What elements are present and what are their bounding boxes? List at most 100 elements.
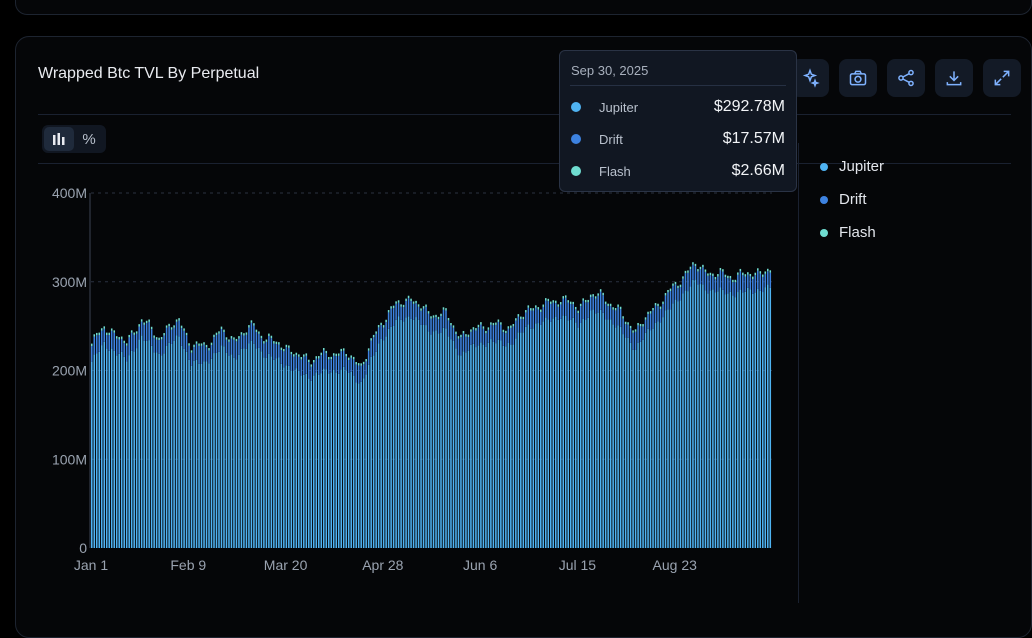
bar-flash <box>138 324 140 327</box>
bar-drift <box>694 266 697 280</box>
bar-flash <box>410 298 412 302</box>
bar-drift <box>729 278 732 292</box>
bar-jupiter <box>567 320 569 548</box>
bar-drift <box>195 343 198 360</box>
bar-jupiter <box>198 363 200 548</box>
bar-jupiter <box>203 361 205 548</box>
bar-drift <box>689 269 692 287</box>
bar-jupiter <box>285 365 288 548</box>
bar-drift <box>105 335 108 349</box>
bar-jupiter <box>315 372 318 548</box>
bar-flash <box>120 336 123 339</box>
bar-flash <box>644 317 647 320</box>
bar-flash <box>168 323 170 327</box>
legend-dot <box>820 162 828 171</box>
percent-view-button[interactable]: % <box>82 130 96 148</box>
bar-flash <box>345 353 347 357</box>
bar-flash <box>288 345 290 348</box>
bar-flash <box>540 309 542 312</box>
expand-icon[interactable] <box>983 59 1021 97</box>
bar-jupiter <box>125 361 128 548</box>
bar-jupiter <box>225 352 228 548</box>
tooltip-dot <box>571 134 581 144</box>
legend-item-jupiter[interactable]: Jupiter <box>820 150 884 183</box>
bar-jupiter <box>255 348 258 548</box>
bar-flash <box>564 295 567 298</box>
camera-icon[interactable] <box>839 59 877 97</box>
bar-flash <box>313 360 315 363</box>
bar-jupiter <box>300 375 303 548</box>
download-icon[interactable] <box>935 59 973 97</box>
bar-jupiter <box>140 335 143 548</box>
chart-title: Wrapped Btc TVL By Perpetual <box>38 65 260 82</box>
bar-drift <box>322 350 325 369</box>
bar-jupiter <box>564 315 567 548</box>
bar-jupiter <box>308 378 310 548</box>
bar-jupiter <box>270 356 273 548</box>
bar-flash <box>532 308 535 311</box>
bar-flash <box>260 335 263 339</box>
bar-drift <box>342 350 345 367</box>
bar-drift <box>165 327 168 346</box>
bar-jupiter <box>744 291 747 548</box>
bar-drift <box>654 305 657 323</box>
bar-jupiter <box>497 339 500 548</box>
bar-jupiter <box>322 368 325 548</box>
bar-jupiter <box>704 290 707 548</box>
bar-drift <box>130 332 133 351</box>
bar-jupiter <box>168 342 170 548</box>
bar-flash <box>103 326 106 329</box>
bar-jupiter <box>290 370 293 548</box>
bar-flash <box>135 331 138 334</box>
bar-drift <box>589 297 592 311</box>
bar-drift <box>173 327 175 341</box>
bar-drift <box>505 333 507 347</box>
bar-jupiter <box>250 340 253 548</box>
sparkle-icon[interactable] <box>791 59 829 97</box>
share-icon[interactable] <box>887 59 925 97</box>
bar-flash <box>295 352 298 356</box>
bar-drift <box>133 334 135 352</box>
bar-flash <box>639 323 642 327</box>
bar-flash <box>243 333 245 336</box>
bar-drift <box>365 361 367 375</box>
bar-view-button[interactable] <box>44 127 74 151</box>
x-tick-label: Aug 23 <box>653 557 698 573</box>
bar-drift <box>624 324 627 338</box>
bar-drift <box>714 279 717 293</box>
y-tick-label: 0 <box>79 540 87 556</box>
bar-flash <box>382 325 385 328</box>
bar-flash <box>412 301 415 304</box>
bar-flash <box>210 342 213 346</box>
bar-drift <box>470 331 472 345</box>
bar-flash <box>165 325 168 328</box>
bar-flash <box>170 327 173 330</box>
bar-flash <box>702 264 704 268</box>
bar-jupiter <box>420 324 422 548</box>
legend-item-drift[interactable]: Drift <box>820 183 884 216</box>
bar-jupiter <box>707 293 709 548</box>
bar-drift <box>557 306 560 320</box>
bar-flash <box>707 273 709 276</box>
bar-jupiter <box>507 342 510 548</box>
legend-label: Jupiter <box>839 158 885 175</box>
bar-flash <box>305 353 308 356</box>
bar-flash <box>567 300 569 303</box>
bar-jupiter <box>612 324 614 548</box>
bar-flash <box>602 292 604 296</box>
bar-jupiter <box>722 289 724 548</box>
bar-drift <box>584 302 587 321</box>
bar-flash <box>308 359 310 363</box>
bar-flash <box>250 320 253 323</box>
bar-flash <box>510 325 512 328</box>
legend-item-flash[interactable]: Flash <box>820 216 884 249</box>
bar-drift <box>300 359 303 376</box>
bar-flash <box>153 335 155 338</box>
bar-jupiter <box>153 352 155 548</box>
bar-drift <box>594 298 597 314</box>
bar-drift <box>185 335 188 352</box>
bar-jupiter <box>510 344 512 548</box>
bar-jupiter <box>579 322 582 548</box>
bar-jupiter <box>402 321 405 548</box>
bar-drift <box>569 304 572 320</box>
